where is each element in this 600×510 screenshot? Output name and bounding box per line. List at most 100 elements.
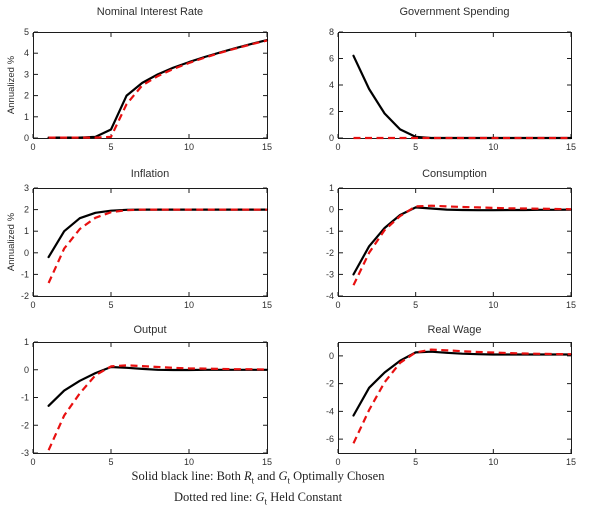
y-tick-label: 2 [24, 91, 29, 101]
x-tick-label: 5 [413, 457, 418, 467]
subplot-nominal-interest-rate: Nominal Interest Rate Annualized % 0 5 10 1… [0, 0, 300, 165]
y-tick-label: 0 [329, 205, 334, 215]
x-tick-label: 0 [335, 457, 340, 467]
y-tick-label: -1 [21, 269, 29, 279]
math-variable: G [255, 490, 265, 504]
x-tick-label: 5 [108, 300, 113, 310]
y-tick-label: -1 [21, 393, 29, 403]
y-tick-label: -3 [326, 269, 334, 279]
x-tick-label: 10 [184, 457, 194, 467]
x-tick-label: 10 [184, 300, 194, 310]
x-tick-label: 5 [413, 300, 418, 310]
axis-frame [338, 342, 572, 454]
plot-area: 0 5 10 15 -3 -2 -1 0 1 [21, 337, 272, 467]
y-tick-label: 4 [329, 80, 334, 90]
y-tick-label: 5 [24, 27, 29, 37]
y-tick-label: 0 [24, 365, 29, 375]
x-tick-label: 0 [335, 300, 340, 310]
x-tick-label: 15 [566, 457, 576, 467]
y-tick-label: -1 [326, 226, 334, 236]
subplot-real-wage: Real Wage 0 5 10 15 -6 -4 -2 0 [300, 320, 600, 470]
x-tick-label: 5 [108, 457, 113, 467]
caption-line-1: Solid black line: Both Rt and Gt Optimal… [0, 468, 516, 489]
x-tick-label: 10 [488, 142, 498, 152]
chart-title: Nominal Interest Rate [96, 6, 204, 18]
black-solid-series-line [47, 38, 269, 139]
axis-frame [33, 342, 268, 454]
chart-title: Real Wage [427, 324, 482, 336]
y-tick-label: -3 [21, 448, 29, 458]
plot-area: 0 5 10 15 0 2 4 6 8 [329, 27, 576, 152]
y-tick-label: 0 [329, 133, 334, 143]
x-tick-label: 15 [262, 300, 272, 310]
chart-title: Consumption [422, 168, 487, 180]
figure-caption: Solid black line: Both Rt and Gt Optimal… [0, 468, 516, 510]
axis-frame [33, 32, 268, 139]
y-tick-label: 1 [24, 226, 29, 236]
y-tick-label: 3 [24, 183, 29, 193]
plot-area: 0 5 10 15 -4 -3 -2 -1 0 1 [326, 183, 576, 310]
caption-text-segment: Solid black line: Both [131, 469, 245, 483]
caption-line-2: Dotted red line: Gt Held Constant [0, 489, 516, 510]
x-tick-label: 15 [566, 300, 576, 310]
black-solid-series-line [47, 208, 269, 259]
subplot-output: Output 0 5 10 15 -3 -2 -1 0 1 [0, 320, 300, 470]
y-tick-label: -2 [326, 248, 334, 258]
red-dashed-series-line [47, 364, 268, 451]
subplot-government-spending: Government Spending 0 5 10 15 0 2 4 6 8 [300, 0, 600, 165]
y-tick-label: 1 [24, 337, 29, 347]
red-dashed-series-line [47, 208, 267, 284]
red-dashed-series-line [48, 39, 268, 139]
y-tick-label: -4 [326, 291, 334, 301]
y-tick-label: 0 [24, 133, 29, 143]
x-tick-label: 5 [413, 142, 418, 152]
y-tick-label: -2 [326, 379, 334, 389]
subplot-inflation: Inflation Annualized % 0 5 10 15 -2 -1 0 1 2 3 [0, 165, 300, 320]
x-tick-label: 10 [488, 300, 498, 310]
caption-text-segment: Optimally Chosen [290, 469, 385, 483]
x-tick-label: 0 [30, 457, 35, 467]
y-tick-label: 1 [329, 183, 334, 193]
y-tick-label: -4 [326, 406, 334, 416]
y-tick-label: 3 [24, 69, 29, 79]
y-tick-label: 2 [329, 107, 334, 117]
x-tick-label: 15 [262, 457, 272, 467]
red-dashed-series-line [352, 348, 572, 444]
y-tick-label: -2 [21, 420, 29, 430]
y-tick-label: 6 [329, 54, 334, 64]
math-subscript: t [287, 475, 291, 486]
plot-area: 0 5 10 15 -6 -4 -2 0 [326, 342, 576, 467]
math-subscript: t [264, 496, 268, 507]
chart-title: Inflation [130, 168, 170, 180]
y-tick-label: -2 [21, 291, 29, 301]
black-solid-series-line [352, 206, 573, 276]
math-variable: G [278, 469, 288, 483]
y-axis-label: Annualized % [6, 212, 17, 272]
x-tick-label: 10 [184, 142, 194, 152]
black-solid-series-line [352, 350, 573, 417]
caption-text-segment: and [254, 469, 279, 483]
caption-text-segment: Dotted red line: [173, 490, 256, 504]
chart-title: Government Spending [399, 6, 510, 18]
axis-frame [338, 188, 572, 297]
y-tick-label: 0 [329, 351, 334, 361]
subplot-consumption: Consumption 0 5 10 15 -4 -3 -2 -1 0 1 [300, 165, 600, 320]
y-tick-label: 8 [329, 27, 334, 37]
x-tick-label: 5 [108, 142, 113, 152]
x-tick-label: 15 [262, 142, 272, 152]
plot-area: 0 5 10 15 0 1 2 3 4 5 [24, 27, 272, 152]
caption-text-segment: Held Constant [267, 490, 343, 504]
y-tick-label: 2 [24, 205, 29, 215]
x-tick-label: 0 [335, 142, 340, 152]
y-tick-label: 0 [24, 248, 29, 258]
x-tick-label: 10 [488, 457, 498, 467]
axis-frame [33, 188, 268, 297]
math-variable: R [244, 469, 252, 483]
y-tick-label: 4 [24, 48, 29, 58]
x-tick-label: 15 [566, 142, 576, 152]
black-solid-series-line [352, 54, 573, 140]
math-subscript: t [251, 475, 255, 486]
black-solid-series-line [47, 365, 269, 407]
x-tick-label: 0 [30, 300, 35, 310]
